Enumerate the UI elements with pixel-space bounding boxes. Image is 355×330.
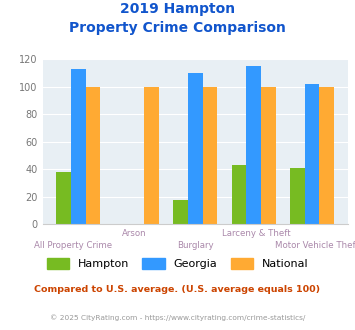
Bar: [203, 87, 217, 224]
Text: All Property Crime: All Property Crime: [34, 241, 112, 250]
Text: © 2025 CityRating.com - https://www.cityrating.com/crime-statistics/: © 2025 CityRating.com - https://www.city…: [50, 314, 305, 321]
Text: Property Crime Comparison: Property Crime Comparison: [69, 21, 286, 35]
Bar: [305, 84, 320, 224]
Bar: [232, 165, 246, 224]
Legend: Hampton, Georgia, National: Hampton, Georgia, National: [47, 258, 308, 270]
Text: Arson: Arson: [122, 229, 147, 238]
Bar: [56, 172, 71, 224]
Text: Larceny & Theft: Larceny & Theft: [222, 229, 291, 238]
Text: Motor Vehicle Theft: Motor Vehicle Theft: [275, 241, 355, 250]
Bar: [144, 87, 159, 224]
Bar: [246, 66, 261, 224]
Bar: [173, 200, 188, 224]
Bar: [320, 87, 334, 224]
Text: 2019 Hampton: 2019 Hampton: [120, 2, 235, 16]
Bar: [188, 73, 203, 224]
Bar: [71, 69, 86, 224]
Bar: [86, 87, 100, 224]
Bar: [290, 168, 305, 224]
Bar: [261, 87, 275, 224]
Text: Burglary: Burglary: [177, 241, 214, 250]
Text: Compared to U.S. average. (U.S. average equals 100): Compared to U.S. average. (U.S. average …: [34, 285, 321, 294]
